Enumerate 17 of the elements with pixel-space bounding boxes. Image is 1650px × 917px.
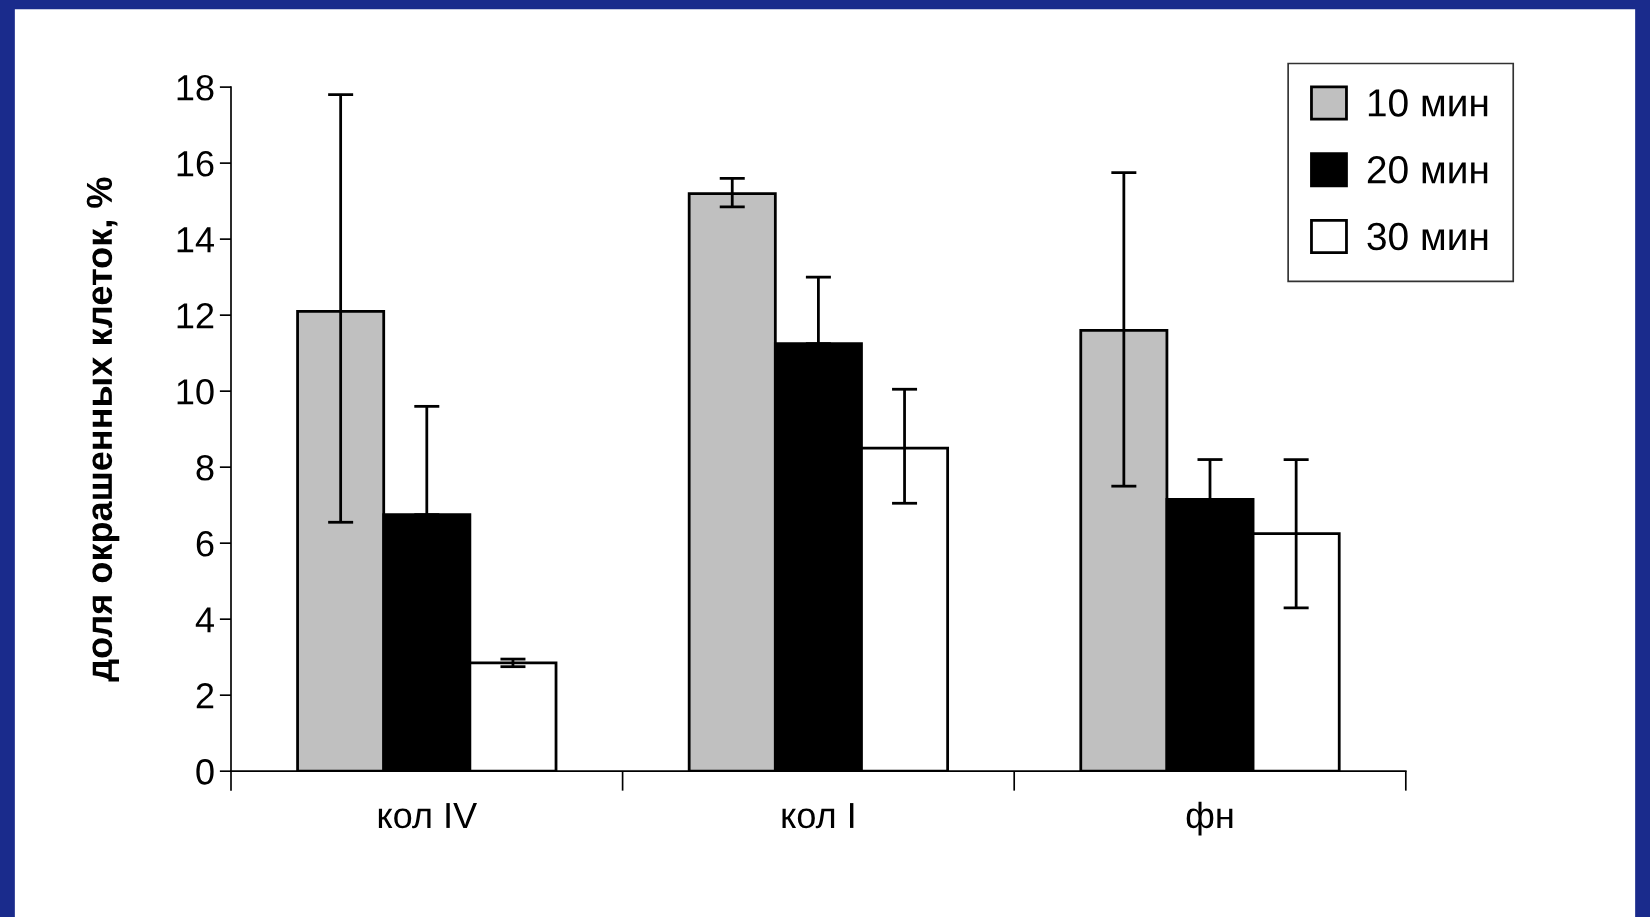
y-tick-label: 16: [177, 150, 214, 177]
y-tick-label: 10: [177, 379, 214, 405]
y-tick-label: 8: [196, 455, 214, 481]
legend-label: 10 мин: [1368, 89, 1488, 117]
y-tick-label: 6: [196, 531, 214, 557]
y-tick-label: 4: [195, 607, 214, 633]
y-tick-label: 2: [196, 683, 214, 709]
y-tick-label: 14: [177, 227, 214, 253]
y-tick-label: 0: [196, 759, 214, 785]
y-tick-label: 18: [177, 74, 214, 101]
y-tick-label: 12: [177, 303, 214, 329]
x-tick-label: фн: [1186, 801, 1233, 836]
y-axis-title: доля окрашенных клеток, %: [86, 177, 120, 682]
x-tick-label: кол I: [782, 803, 854, 829]
legend-label: 20 мин: [1367, 155, 1488, 184]
legend-label: 30 мин: [1367, 222, 1488, 251]
x-tick-label: кол IV: [378, 803, 477, 829]
